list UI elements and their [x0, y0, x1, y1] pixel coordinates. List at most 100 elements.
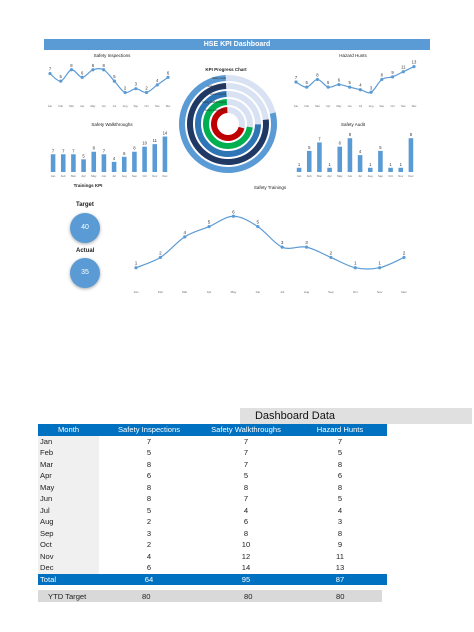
audit-tick-label: Dec [408, 174, 414, 178]
audit-bar [357, 155, 363, 172]
audit-data-label: 8 [410, 132, 413, 137]
value-cell: 7 [243, 436, 249, 446]
table-total-row: Total 64 95 87 [38, 573, 387, 585]
dashboard-title: HSE KPI Dashboard [44, 39, 430, 50]
walkthroughs-tick-label: Nov [152, 174, 158, 178]
trainings-line-chart: 1 Jan 2 Feb 4 Mar 5 Apr 6 May 5 Jun 3 Jul 3 Aug 2 Sep 1 Oct… [134, 209, 408, 294]
inspections-point [123, 90, 127, 95]
inspections-point [112, 79, 116, 83]
value-cell: 2 [146, 517, 152, 527]
inspections-tick-label: Oct [145, 104, 149, 108]
walkthroughs-data-label: 7 [62, 148, 65, 153]
ytd-inspections: 80 [142, 592, 151, 601]
month-cell: May [38, 481, 99, 493]
inspections-tick-label: Dec [166, 104, 171, 108]
inspections-point [80, 75, 84, 79]
audit-bar [296, 167, 302, 172]
hazards-point [348, 85, 352, 89]
value-cell: 8 [146, 494, 152, 504]
walkthroughs-bar [101, 154, 107, 172]
total-value: 64 [99, 573, 199, 585]
table-row: Sep 3 8 8 [38, 527, 387, 539]
hazards-point [315, 77, 320, 82]
audit-tick-label: Oct [388, 174, 393, 178]
walkthroughs-bar-chart: 7 Jan 7 Feb 7 Mar 5 Apr 8 May 7 Jun 4 Jul 6 Aug 8 Sep 10 Oc… [50, 131, 168, 178]
ytd-target-row: YTD Target 80 80 80 [38, 590, 382, 602]
month-cell: Sep [38, 527, 99, 539]
inspections-point [59, 79, 63, 83]
walkthroughs-data-label: 8 [133, 146, 136, 151]
table-row: Jan 7 7 7 [38, 435, 387, 447]
dashboard-data-table: Month Safety Inspections Safety Walkthro… [38, 424, 387, 585]
trainings-data-label: 3 [281, 240, 284, 245]
audit-data-label: 8 [349, 132, 352, 137]
inspections-point [144, 90, 149, 95]
walkthroughs-bar [142, 146, 147, 172]
hazards-point [401, 70, 405, 74]
inspections-data-label: 8 [92, 63, 95, 68]
trainings-data-label: 2 [159, 250, 162, 255]
hazards-point [390, 75, 395, 79]
hazards-data-label: 4 [359, 83, 362, 88]
walkthroughs-data-label: 7 [72, 148, 75, 153]
table-row: Jul 5 4 4 [38, 504, 387, 516]
value-cell: 4 [337, 505, 343, 515]
ytd-walkthroughs: 80 [244, 592, 253, 601]
walkthroughs-data-label: 8 [93, 146, 96, 151]
actual-value-circle: 35 [70, 258, 100, 288]
kpi-ring-progress [203, 99, 253, 149]
walkthroughs-bar [81, 159, 86, 172]
trainings-tick-label: May [231, 290, 237, 294]
hazards-tick-label: Oct [391, 104, 395, 108]
table-row: Aug 2 6 3 [38, 516, 387, 528]
value-cell: 8 [243, 528, 249, 538]
inspections-tick-label: Apr [80, 104, 84, 108]
inspections-data-label: 8 [70, 63, 73, 68]
hazards-tick-label: Jun [348, 104, 353, 108]
audit-chart-title: Safety Audit [340, 122, 366, 127]
hazards-data-label: 5 [348, 80, 351, 85]
trainings-data-label: 1 [378, 261, 381, 266]
audit-tick-label: Apr [327, 174, 331, 178]
trainings-tick-label: Jun [255, 290, 260, 294]
walkthroughs-tick-label: Apr [81, 174, 85, 178]
inspections-point [155, 83, 159, 87]
audit-bar-chart: 1 Jan 5 Feb 7 Mar 1 Apr 6 May 8 Jun 4 Jul 1 Aug 5 Sep 1 Oct… [296, 132, 414, 178]
hazards-point [358, 88, 362, 92]
trainings-kpi-title: Trainings KPI [73, 183, 103, 188]
table-title-bar: Dashboard Data [240, 408, 472, 424]
inspections-data-label: 2 [124, 85, 127, 90]
table-row: Mar 8 7 8 [38, 458, 387, 470]
audit-data-label: 6 [339, 141, 342, 146]
walkthroughs-data-label: 5 [82, 153, 85, 158]
month-cell: Nov [38, 550, 99, 562]
inspections-data-label: 2 [145, 85, 148, 90]
walkthroughs-data-label: 6 [123, 151, 126, 156]
audit-bar [347, 138, 353, 172]
value-cell: 3 [337, 517, 343, 527]
hazards-point [412, 64, 416, 69]
trainings-data-label: 1 [135, 261, 138, 266]
walkthroughs-tick-label: Mar [71, 174, 76, 178]
audit-data-label: 4 [359, 149, 362, 154]
month-cell: Jan [38, 435, 99, 447]
trainings-data-label: 2 [330, 250, 333, 255]
value-cell: 14 [241, 563, 251, 573]
walkthroughs-data-label: 4 [113, 156, 116, 161]
kpi-ring-progress [187, 83, 269, 165]
table-row: Apr 6 5 6 [38, 470, 387, 482]
value-cell: 3 [146, 528, 152, 538]
hazards-tick-label: Aug [369, 104, 374, 108]
audit-tick-label: Mar [317, 174, 322, 178]
month-cell: Aug [38, 516, 99, 528]
value-cell: 12 [241, 551, 251, 561]
inspections-tick-label: Feb [58, 104, 63, 108]
audit-tick-label: Jul [358, 174, 362, 178]
hazards-data-label: 3 [370, 85, 373, 90]
value-cell: 7 [337, 436, 343, 446]
table-row: Dec 6 14 13 [38, 562, 387, 574]
walkthroughs-data-label: 14 [163, 131, 168, 136]
value-cell: 8 [243, 482, 249, 492]
value-cell: 2 [146, 540, 152, 550]
value-cell: 8 [146, 482, 152, 492]
